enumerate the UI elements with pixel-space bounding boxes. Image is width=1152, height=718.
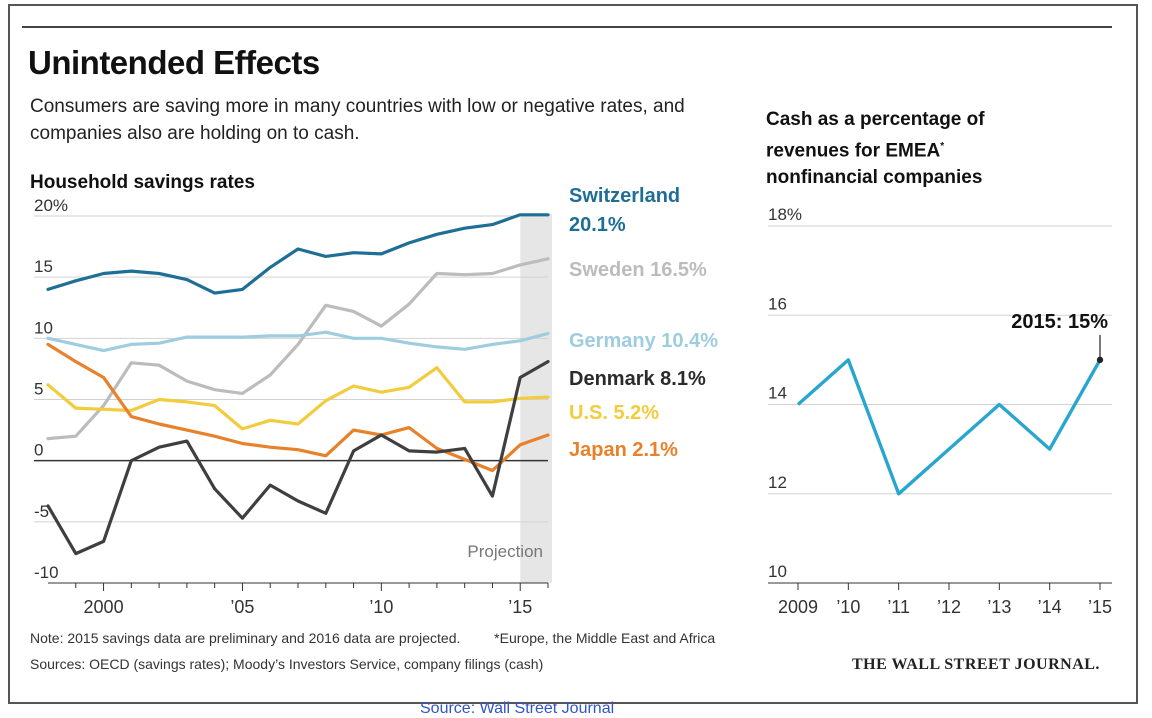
note-footnote: *Europe, the Middle East and Africa: [494, 630, 716, 646]
savings-end-labels: Switzerland 20.1% Sweden 16.5% Germany 10.4…: [569, 185, 718, 461]
note-preliminary: Note: 2015 savings data are preliminary …: [30, 630, 461, 646]
series-line-sweden: [46, 257, 550, 441]
y-tick-label: -5: [34, 502, 49, 521]
y-tick-label: 0: [34, 441, 43, 460]
savings-chart-heading: Household savings rates: [30, 172, 255, 193]
x-tick-label: ’10: [369, 597, 393, 617]
y-tick-label: 20%: [34, 196, 68, 215]
note-text: Note: 2015 savings data are preliminary …: [30, 630, 715, 646]
top-rule: [22, 26, 1112, 28]
series-label-name: Switzerland: [569, 185, 680, 207]
chart-title: Unintended Effects: [28, 44, 320, 81]
savings-x-axis: 2000 ’05 ’10 ’15: [48, 582, 549, 617]
cash-x-tick-label: ’10: [836, 597, 860, 617]
savings-grid: 20% 15 10 5 0 -5 -10 Projection: [34, 196, 548, 582]
series-label: U.S. 5.2%: [569, 402, 659, 424]
series-line-germany: [46, 330, 550, 353]
series-line-switzerland: [46, 213, 550, 295]
cash-x-tick-label: ’15: [1088, 597, 1112, 617]
cash-series-line: [796, 358, 1102, 496]
cash-x-tick-label: ’14: [1038, 597, 1062, 617]
series-line-japan: [46, 342, 550, 473]
y-tick-label: -10: [34, 563, 59, 582]
chart-subtitle: Consumers are saving more in many countr…: [30, 96, 685, 144]
series-line-denmark: [46, 360, 550, 556]
y-tick-label: 5: [34, 380, 43, 399]
cash-y-tick-label: 18%: [768, 205, 802, 224]
publisher-logo: THE WALL STREET JOURNAL.: [852, 656, 1100, 673]
cash-y-tick-label: 16: [768, 294, 787, 313]
cash-y-tick-label: 14: [768, 384, 787, 403]
cash-chart-heading: Cash as a percentage of revenues for EMEA…: [766, 106, 1066, 191]
projection-label: Projection: [467, 542, 543, 561]
savings-series: [46, 213, 550, 556]
cash-y-tick-label: 12: [768, 473, 787, 492]
image-caption: Source: Wall Street Journal: [420, 700, 615, 717]
x-tick-label: ’15: [508, 597, 532, 617]
cash-heading-asterisk: *: [940, 141, 945, 152]
cash-heading-line3: nonfinancial companies: [766, 167, 983, 189]
annotation-label: 2015: 15%: [1011, 311, 1108, 333]
cash-x-tick-label: 2009: [778, 597, 818, 617]
series-label: Japan 2.1%: [569, 439, 678, 461]
series-label: Germany 10.4%: [569, 330, 718, 352]
cash-x-tick-label: ’12: [937, 597, 961, 617]
y-tick-label: 10: [34, 318, 53, 337]
x-tick-label: ’05: [230, 597, 254, 617]
cash-x-axis: 2009 ’10 ’11 ’12 ’13 ’14 ’15: [768, 582, 1112, 617]
chart-frame: [8, 4, 1138, 704]
annotation-dot: [1096, 356, 1104, 364]
cash-x-tick-label: ’11: [887, 597, 910, 617]
series-label: Denmark 8.1%: [569, 368, 706, 390]
sources-text: Sources: OECD (savings rates); Moody’s I…: [30, 656, 544, 672]
cash-y-tick-label: 10: [768, 562, 787, 581]
series-label-value: 20.1%: [569, 214, 626, 236]
cash-heading-line1: Cash as a percentage of revenues for EMEA: [766, 109, 985, 162]
cash-x-tick-label: ’13: [987, 597, 1011, 617]
cash-grid: 18% 16 14 12 10: [768, 205, 1112, 581]
cash-series: 2015: 15%: [796, 311, 1108, 496]
series-label: Sweden 16.5%: [569, 259, 707, 281]
x-tick-label: 2000: [84, 597, 124, 617]
y-tick-label: 15: [34, 257, 53, 276]
series-line-us: [46, 366, 550, 431]
